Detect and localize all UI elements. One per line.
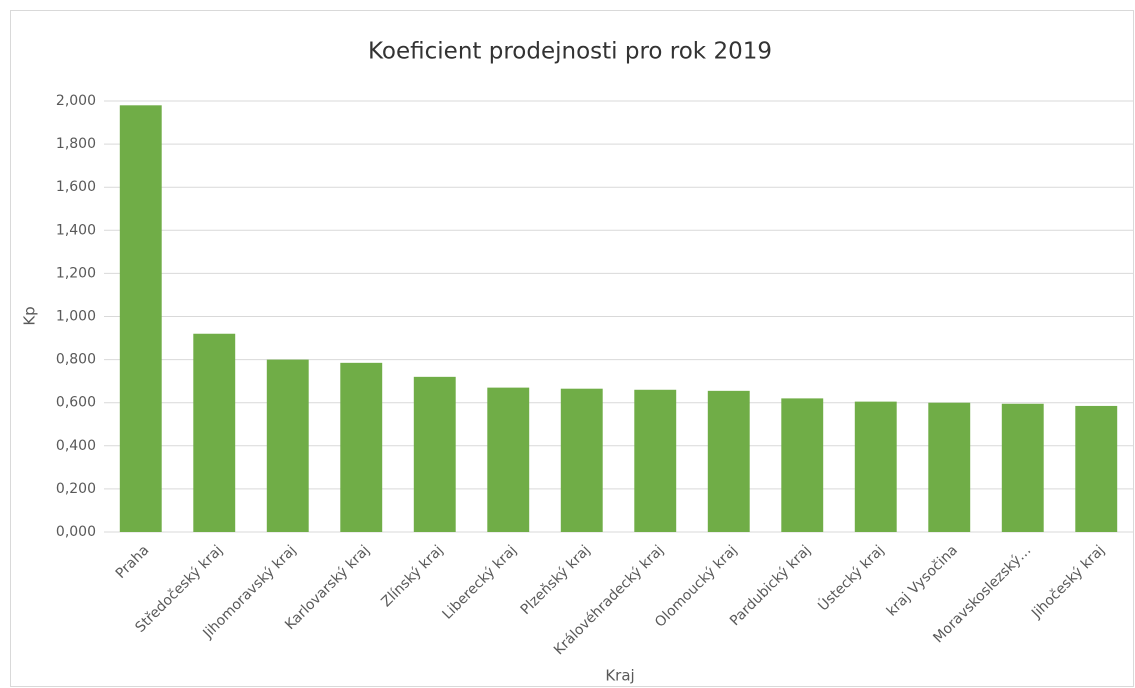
y-tick-label: 0,200 bbox=[56, 481, 96, 497]
bar bbox=[781, 398, 824, 532]
bar bbox=[266, 359, 309, 532]
y-tick-label: 0,600 bbox=[56, 395, 96, 411]
y-tick-label: 0,800 bbox=[56, 352, 96, 368]
bar bbox=[413, 376, 456, 532]
bar bbox=[340, 362, 383, 532]
y-tick-label: 1,600 bbox=[56, 179, 96, 195]
y-tick-label: 1,000 bbox=[56, 309, 96, 325]
y-tick-label: 2,000 bbox=[56, 93, 96, 109]
y-tick-label: 1,400 bbox=[56, 222, 96, 238]
x-axis-title: Kraj bbox=[605, 667, 634, 685]
bar bbox=[928, 402, 971, 532]
bar bbox=[634, 389, 677, 532]
y-tick-label: 1,800 bbox=[56, 136, 96, 152]
y-tick-label: 0,000 bbox=[56, 524, 96, 540]
bar bbox=[854, 401, 897, 532]
bar bbox=[193, 333, 236, 532]
bar bbox=[487, 387, 530, 532]
bar bbox=[119, 105, 162, 532]
y-axis-title: Kp bbox=[21, 306, 39, 325]
bar bbox=[560, 388, 603, 532]
bar bbox=[707, 390, 750, 532]
bar bbox=[1075, 405, 1118, 532]
chart-title: Koeficient prodejnosti pro rok 2019 bbox=[368, 39, 772, 65]
y-tick-label: 1,200 bbox=[56, 265, 96, 281]
bar bbox=[1001, 403, 1044, 532]
y-tick-label: 0,400 bbox=[56, 438, 96, 454]
